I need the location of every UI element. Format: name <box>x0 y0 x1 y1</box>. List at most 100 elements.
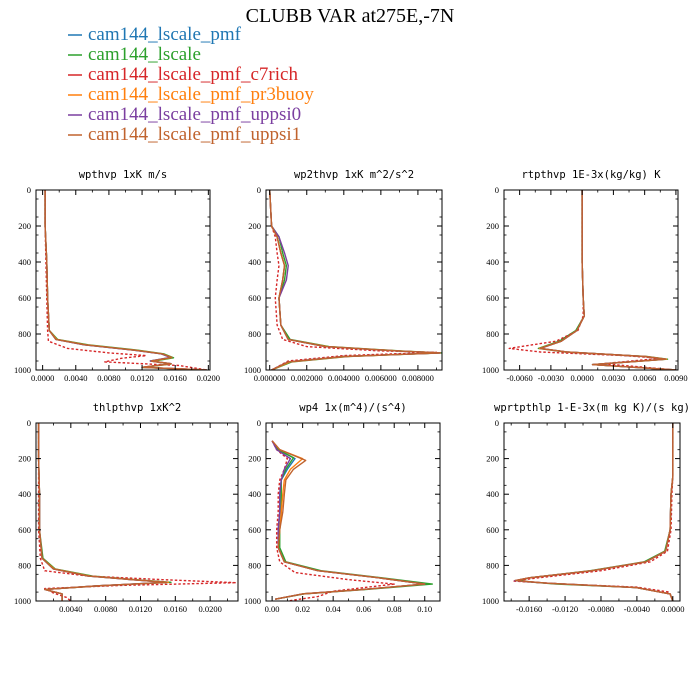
series-line <box>512 423 674 601</box>
figure-title: CLUBB VAR at275E,-7N <box>246 5 455 27</box>
y-tick-label: 200 <box>486 454 499 464</box>
y-tick-label: 0 <box>27 418 31 428</box>
legend-label: cam144_lscale_pmf_pr3buoy <box>88 84 314 105</box>
series-line <box>44 190 207 370</box>
y-tick-label: 0 <box>495 185 499 195</box>
series-line <box>539 190 676 370</box>
series-line <box>271 440 395 601</box>
y-tick-label: 800 <box>248 329 261 339</box>
legend: cam144_lscale_pmfcam144_lscalecam144_lsc… <box>68 24 314 145</box>
panel-title: wp4 1x(m^4)/(s^4) <box>299 402 406 414</box>
legend-label: cam144_lscale_pmf <box>88 24 242 45</box>
y-tick-label: 200 <box>248 454 261 464</box>
series-line <box>537 190 676 370</box>
series-line <box>508 190 676 370</box>
panel-title: wprtpthlp 1-E-3x(m kg K)/(s kg) <box>494 402 690 414</box>
y-tick-label: 1000 <box>482 596 499 606</box>
legend-label: cam144_lscale_pmf_uppsi1 <box>88 124 301 145</box>
series-line <box>269 190 441 370</box>
series-line <box>37 423 170 601</box>
chart-panel: wp4 1x(m^4)/(s^4) 0 200 400 600 800 1000 0.00 0.… <box>244 402 441 614</box>
y-tick-label: 1000 <box>482 365 499 375</box>
x-tick-label: 0.0090 <box>664 373 687 383</box>
x-tick-label: 0.0120 <box>130 373 153 383</box>
x-tick-label: 0.004000 <box>328 373 360 383</box>
x-tick-label: 0.0000 <box>31 373 54 383</box>
series-line <box>269 190 442 370</box>
panel-title: wpthvp 1xK m/s <box>79 169 168 181</box>
series-line <box>539 190 676 370</box>
chart-panel: wp2thvp 1xK m^2/s^2020040060080010000.00… <box>244 169 443 383</box>
panel-title: thlpthvp 1xK^2 <box>93 402 182 414</box>
series-line <box>269 190 441 370</box>
y-tick-label: 0 <box>27 185 31 195</box>
x-tick-label: 0.08 <box>387 604 402 614</box>
y-tick-label: 400 <box>248 489 261 499</box>
y-tick-label: 800 <box>248 560 261 570</box>
series-line <box>37 423 168 601</box>
y-tick-label: 400 <box>486 257 499 267</box>
y-tick-label: 800 <box>486 329 499 339</box>
y-tick-label: 800 <box>486 560 499 570</box>
series-line <box>514 423 674 601</box>
y-tick-label: 200 <box>486 221 499 231</box>
y-tick-label: 400 <box>18 489 31 499</box>
x-tick-label: 0.002000 <box>291 373 323 383</box>
x-tick-label: -0.0120 <box>552 604 578 614</box>
y-tick-label: 600 <box>486 525 499 535</box>
y-tick-label: 1000 <box>14 596 31 606</box>
x-tick-label: 0.10 <box>417 604 432 614</box>
y-tick-label: 1000 <box>14 365 31 375</box>
series-line <box>514 423 674 601</box>
chart-panel: thlpthvp 1xK^2 0 200 400 600 800 1000 0.0040 0.0… <box>14 402 239 614</box>
x-tick-label: 0.00 <box>265 604 280 614</box>
x-tick-label: 0.000000 <box>254 373 286 383</box>
y-tick-label: 600 <box>248 525 261 535</box>
x-tick-label: 0.02 <box>295 604 310 614</box>
series-group <box>508 190 676 370</box>
x-tick-label: -0.0040 <box>624 604 650 614</box>
axes-frame <box>265 422 441 602</box>
series-line <box>44 190 207 370</box>
x-tick-label: 0.008000 <box>402 373 434 383</box>
series-line <box>271 440 426 600</box>
y-tick-label: 200 <box>18 454 31 464</box>
series-line <box>538 190 676 370</box>
series-line <box>269 190 441 370</box>
x-tick-label: 0.0160 <box>164 373 187 383</box>
y-tick-label: 600 <box>18 525 31 535</box>
y-tick-label: 400 <box>18 257 31 267</box>
x-tick-label: 0.0160 <box>164 604 187 614</box>
x-tick-label: 0.0030 <box>602 373 625 383</box>
series-line <box>44 190 207 370</box>
y-tick-label: 800 <box>18 329 31 339</box>
y-tick-label: 600 <box>248 293 261 303</box>
series-line <box>269 190 438 370</box>
x-tick-label: 0.0200 <box>197 373 220 383</box>
x-tick-label: -0.0060 <box>507 373 533 383</box>
legend-label: cam144_lscale_pmf_c7rich <box>88 64 298 85</box>
x-tick-label: 0.0080 <box>94 604 117 614</box>
series-group <box>271 440 434 601</box>
series-line <box>37 423 237 601</box>
y-tick-label: 800 <box>18 560 31 570</box>
y-tick-label: 400 <box>486 489 499 499</box>
series-line <box>37 423 168 601</box>
series-line <box>514 423 674 601</box>
axes-frame <box>35 189 211 371</box>
legend-label: cam144_lscale_pmf_uppsi0 <box>88 104 301 125</box>
x-tick-label: 0.06 <box>356 604 371 614</box>
axes-frame <box>503 189 679 371</box>
series-line <box>44 190 207 370</box>
x-tick-label: 0.006000 <box>365 373 397 383</box>
axes-frame <box>265 189 443 371</box>
y-tick-label: 400 <box>248 257 261 267</box>
y-tick-label: 1000 <box>244 596 261 606</box>
series-group <box>269 190 442 370</box>
series-line <box>517 423 674 601</box>
y-tick-label: 0 <box>257 185 261 195</box>
y-tick-label: 600 <box>486 293 499 303</box>
